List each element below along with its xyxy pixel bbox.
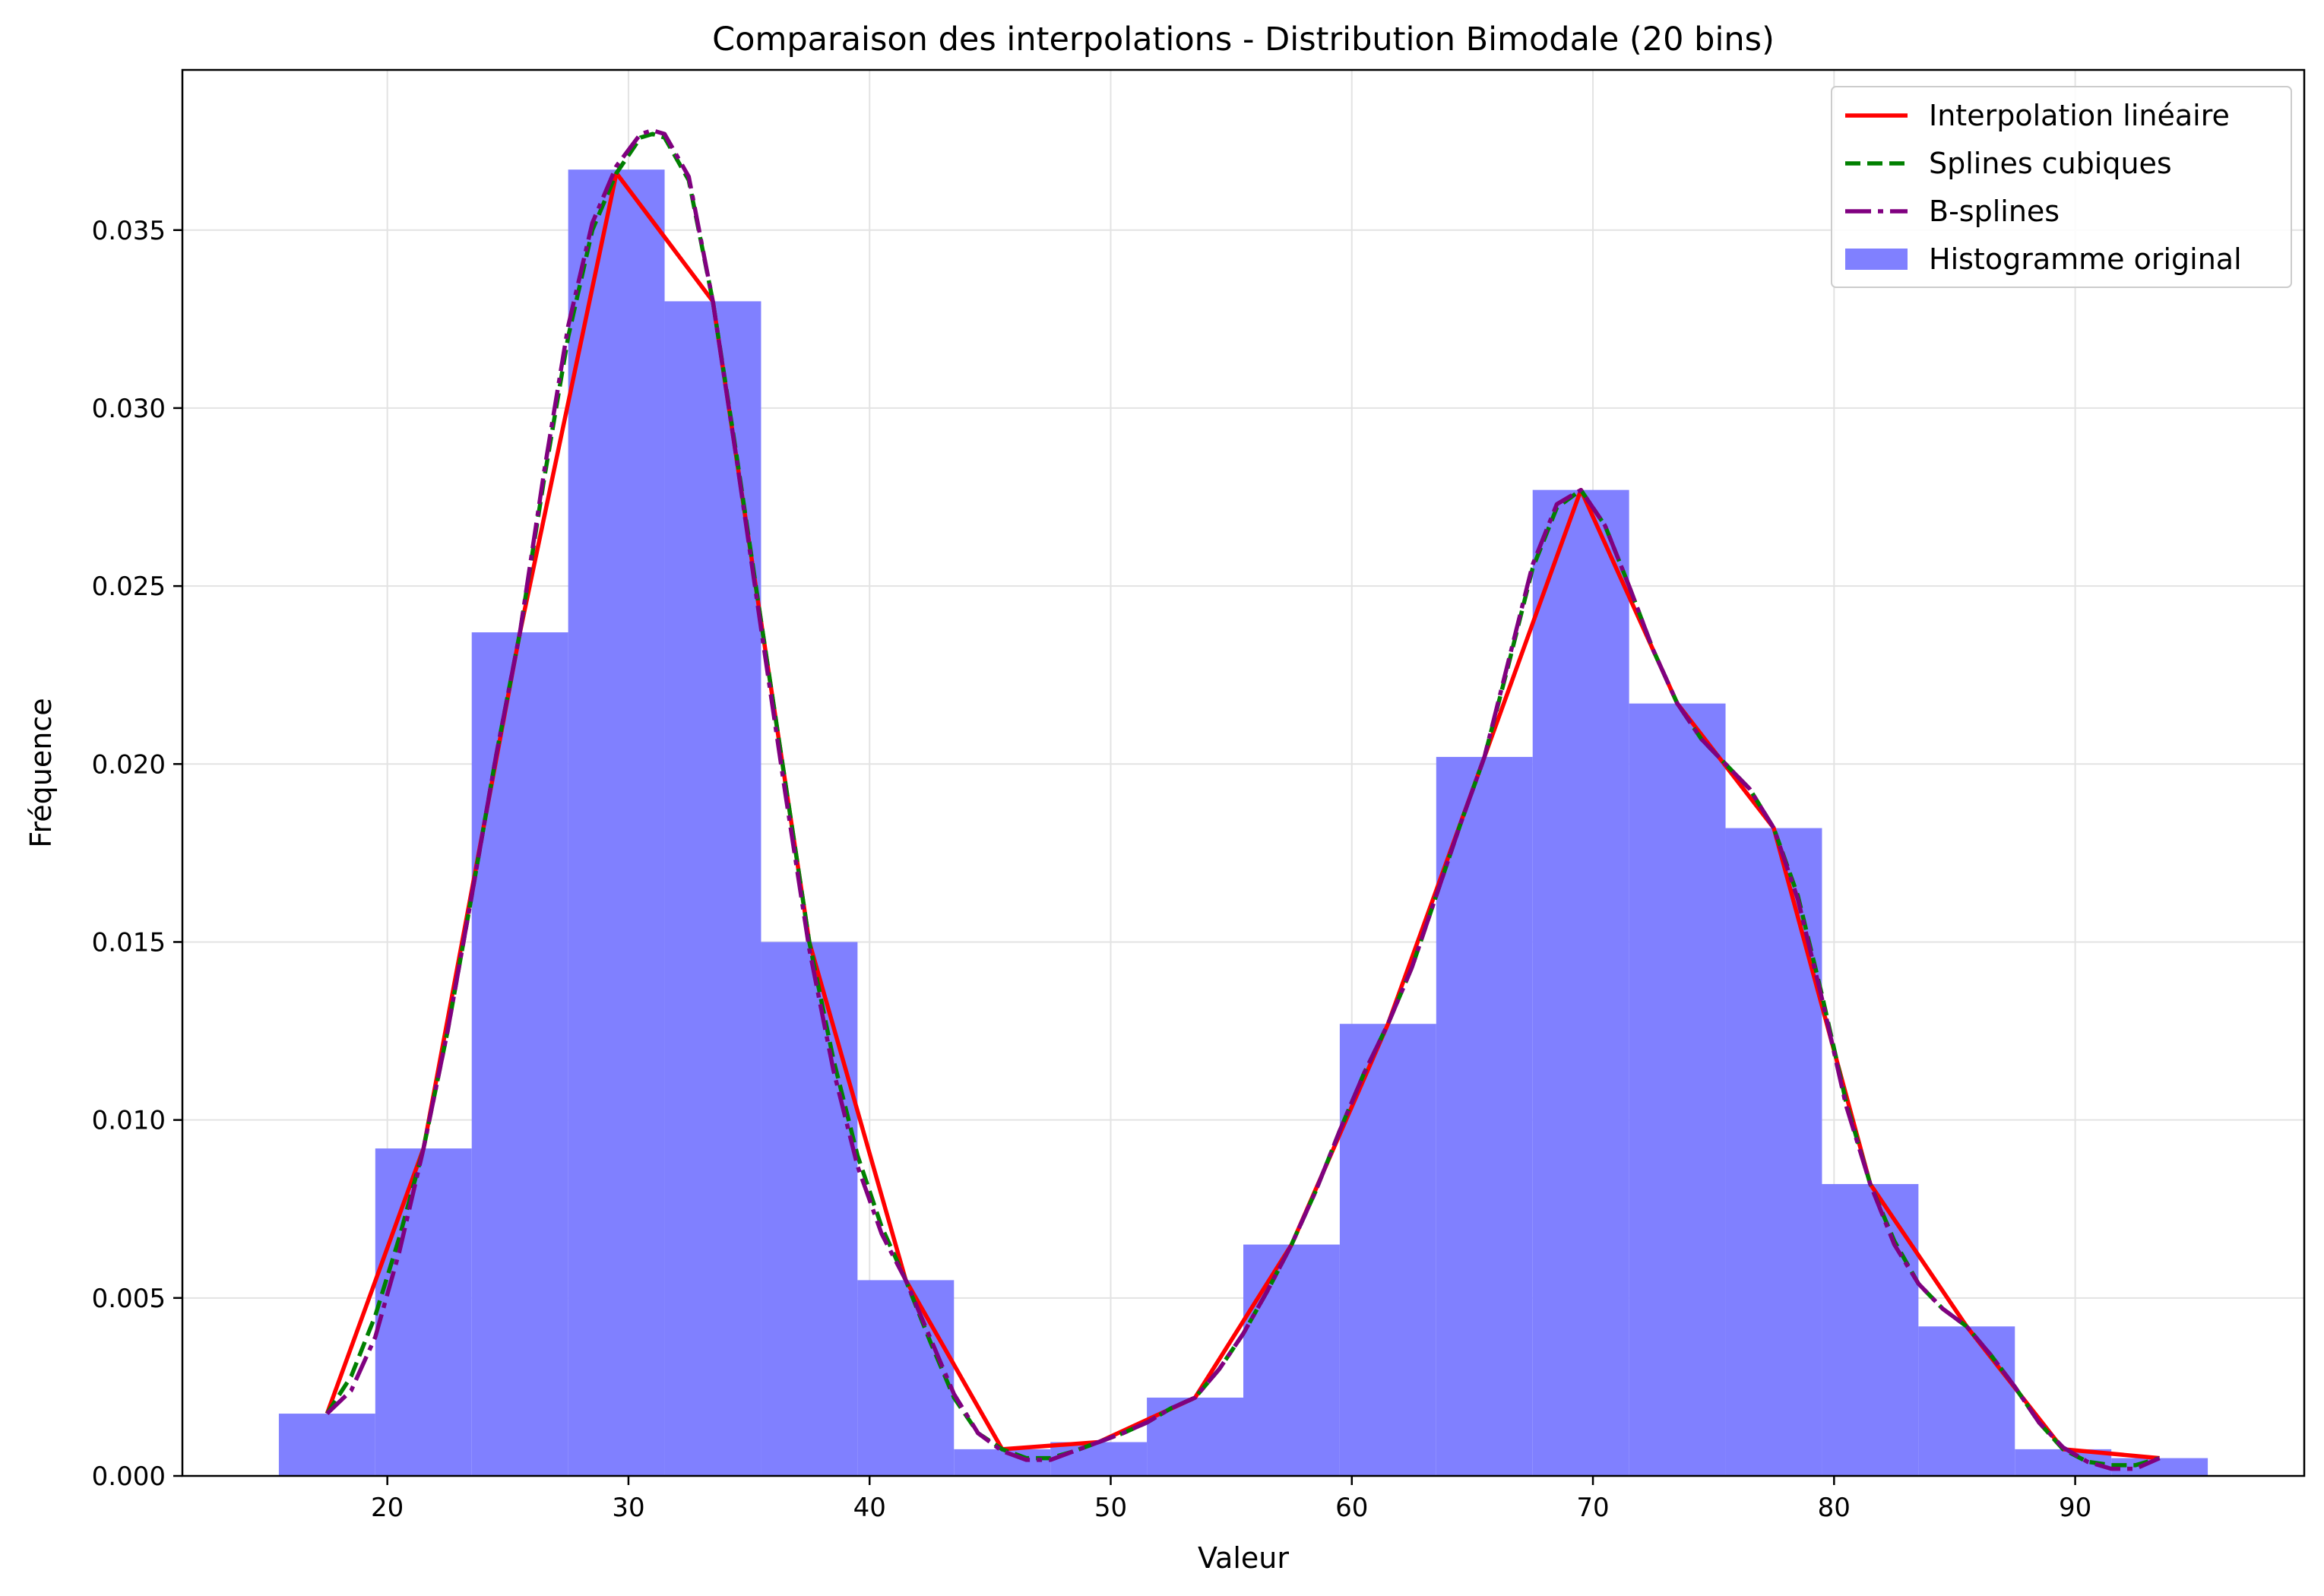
y-tick-label: 0.025 [92,572,166,602]
chart-title: Comparaison des interpolations - Distrib… [712,21,1775,59]
y-tick-label: 0.020 [92,749,166,780]
histogram-bar [375,1148,472,1476]
histogram-bar [1725,828,1822,1476]
legend: Interpolation linéaire Splines cubiques B-… [1831,86,2292,288]
histogram-bar [1050,1442,1148,1476]
legend-item-b-spline-label: B-splines [1929,195,2060,228]
x-tick-label: 60 [1335,1493,1368,1523]
x-tick-label: 90 [2059,1493,2091,1523]
histogram-bar [664,301,761,1476]
x-tick-label: 80 [1818,1493,1851,1523]
y-tick-label: 0.005 [92,1284,166,1314]
x-tick-label: 50 [1094,1493,1127,1523]
legend-swatch-histogram [1845,249,1908,270]
y-tick-label: 0.015 [92,927,166,958]
histogram-bar [1436,756,1533,1476]
histogram-bar [761,942,858,1476]
histogram-bar [568,169,665,1476]
histogram-bar [471,632,568,1476]
y-axis-label: Fréquence [24,698,58,847]
x-tick-label: 20 [371,1493,404,1523]
legend-item-histogram-label: Histogramme original [1929,242,2242,276]
x-tick-label: 30 [612,1493,644,1523]
plot-area-frame [181,68,2306,1477]
y-tick-label: 0.035 [92,216,166,246]
series-line-b-spline [325,128,2161,1471]
axis-ticks: 20 30 40 50 60 70 80 90 0.000 0.005 0.010 0.015 0.02… [92,216,2092,1523]
x-tick-label: 70 [1576,1493,1609,1523]
histogram-bar [1822,1183,1919,1476]
histogram-bar [2111,1458,2208,1476]
histogram-bar [857,1280,955,1476]
histogram-bar [1243,1244,1340,1476]
y-tick-label: 0.000 [92,1461,166,1492]
histogram-bar [1532,489,1629,1476]
x-axis-label: Valeur [1198,1541,1289,1575]
histogram-bar [954,1449,1051,1476]
histogram-bar [278,1414,375,1476]
interpolation-lines [325,128,2161,1471]
histogram-bar [1147,1397,1243,1476]
legend-item-cubic-spline-label: Splines cubiques [1929,147,2172,180]
legend-box [1831,86,2292,288]
histogram-bar [1629,703,1726,1476]
histogram-bars [278,169,2208,1476]
legend-item-linear-label: Interpolation linéaire [1929,99,2230,132]
histogram-bar [1918,1326,2015,1476]
y-tick-label: 0.010 [92,1106,166,1136]
x-tick-label: 40 [853,1493,886,1523]
y-tick-label: 0.030 [92,394,166,424]
